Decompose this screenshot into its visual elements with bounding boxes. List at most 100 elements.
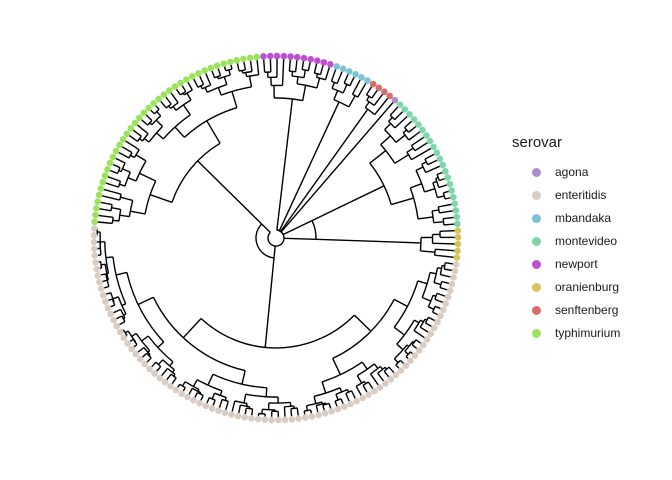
tip-point-enteritidis: [353, 397, 360, 405]
tree-branch: [433, 159, 438, 163]
tip-point-typhimurium: [123, 130, 131, 138]
tree-branch: [100, 273, 106, 276]
tree-branch-arc: [421, 272, 431, 298]
tree-branch: [406, 147, 414, 153]
tree-branch-arc: [170, 373, 177, 379]
tree-branch: [398, 111, 404, 116]
tree-branch: [446, 216, 454, 219]
tree-branch: [280, 108, 369, 232]
tip-point-montevideo: [452, 207, 460, 214]
tree-branch: [388, 366, 395, 374]
tree-branch: [245, 72, 248, 77]
tip-point-enteritidis: [451, 267, 459, 275]
tree-branch-arc: [246, 74, 259, 78]
tree-branch: [261, 223, 271, 233]
tip-point-montevideo: [406, 111, 413, 118]
tip-point-enteritidis: [241, 414, 248, 421]
tree-branch: [135, 154, 147, 162]
tree-branch: [373, 98, 380, 106]
tip-point-enteritidis: [387, 376, 395, 383]
tip-point-senftenberg: [381, 88, 388, 96]
tree-branch: [388, 116, 393, 122]
tip-point-enteritidis: [392, 371, 400, 379]
tree-branch-arc: [415, 170, 426, 193]
tree-branch-arc: [370, 365, 381, 375]
tip-point-enteritidis: [437, 312, 444, 320]
tip-point-enteritidis: [96, 278, 103, 286]
tree-branch: [282, 59, 285, 75]
tree-branch-arc: [443, 262, 446, 270]
tree-branch: [444, 288, 448, 291]
tree-branch: [132, 145, 140, 151]
tree-branch-arc: [311, 220, 317, 240]
tip-point-typhimurium: [127, 125, 135, 132]
tree-branch: [411, 344, 418, 350]
tip-point-typhimurium: [201, 67, 208, 74]
tree-branch: [119, 214, 130, 218]
tree-branch: [139, 172, 156, 182]
tree-branch-arc: [383, 366, 390, 372]
tree-branch: [296, 407, 299, 416]
tree-branch: [244, 407, 247, 415]
tree-branch: [373, 378, 379, 386]
tree-branch: [441, 249, 455, 252]
tree-branch-arc: [421, 163, 427, 173]
tip-point-oranienburg: [454, 240, 462, 248]
tree-branch: [173, 97, 179, 104]
tip-point-enteritidis: [110, 316, 117, 324]
tree-branch: [420, 250, 435, 253]
tree-branch-arc: [424, 158, 429, 166]
tree-branch-arc: [183, 89, 193, 96]
tree-branch-arc: [404, 340, 414, 352]
tree-branch: [155, 367, 161, 372]
tree-branch: [319, 69, 323, 75]
tree-branch: [219, 399, 223, 405]
tip-point-enteritidis: [90, 225, 98, 232]
tree-branch: [425, 168, 434, 174]
tree-branch: [421, 296, 432, 302]
tree-branch: [153, 112, 155, 115]
tree-branch: [294, 65, 297, 72]
tree-branch: [146, 357, 152, 363]
tree-branch: [276, 98, 294, 231]
tree-branch: [435, 176, 439, 180]
tip-point-enteritidis: [196, 399, 203, 407]
tree-branch-arc: [170, 102, 179, 109]
tip-point-enteritidis: [275, 416, 282, 424]
tip-point-enteritidis: [415, 347, 423, 354]
tree-branch: [393, 298, 408, 308]
legend-dot-icon: [532, 168, 541, 177]
tree-branch: [107, 292, 112, 295]
tree-branch-arc: [405, 351, 411, 358]
tip-point-senftenberg: [375, 84, 383, 92]
tip-point-typhimurium: [91, 218, 98, 226]
tree-branch-arc: [433, 249, 436, 256]
tip-point-enteritidis: [97, 285, 105, 293]
tip-point-enteritidis: [93, 265, 100, 273]
legend-item-newport: newport: [512, 253, 662, 276]
tree-branch: [139, 346, 145, 351]
tree-branch: [238, 404, 242, 410]
tree-branch-arc: [110, 204, 113, 211]
tip-point-enteritidis: [102, 298, 109, 305]
legend: serovar agona enteritidis mbandaka monte…: [512, 133, 662, 345]
tree-branch-arc: [302, 68, 309, 72]
tree-branch: [166, 373, 172, 381]
tip-point-montevideo: [419, 126, 426, 134]
tree-branch-arc: [104, 241, 110, 274]
tip-point-typhimurium: [233, 57, 240, 64]
tree-branch-arc: [135, 160, 147, 182]
tree-branch: [339, 387, 343, 393]
tree-branch: [161, 372, 165, 377]
tree-branch: [111, 207, 121, 211]
tip-point-typhimurium: [207, 64, 215, 72]
tree-branch: [280, 108, 388, 233]
tree-branch: [354, 79, 361, 90]
tip-point-enteritidis: [136, 355, 144, 363]
tip-point-enteritidis: [423, 336, 431, 343]
tree-branch: [200, 395, 204, 401]
tip-point-enteritidis: [434, 318, 441, 326]
tip-point-typhimurium: [119, 136, 127, 143]
tree-branch-arc: [316, 76, 326, 81]
